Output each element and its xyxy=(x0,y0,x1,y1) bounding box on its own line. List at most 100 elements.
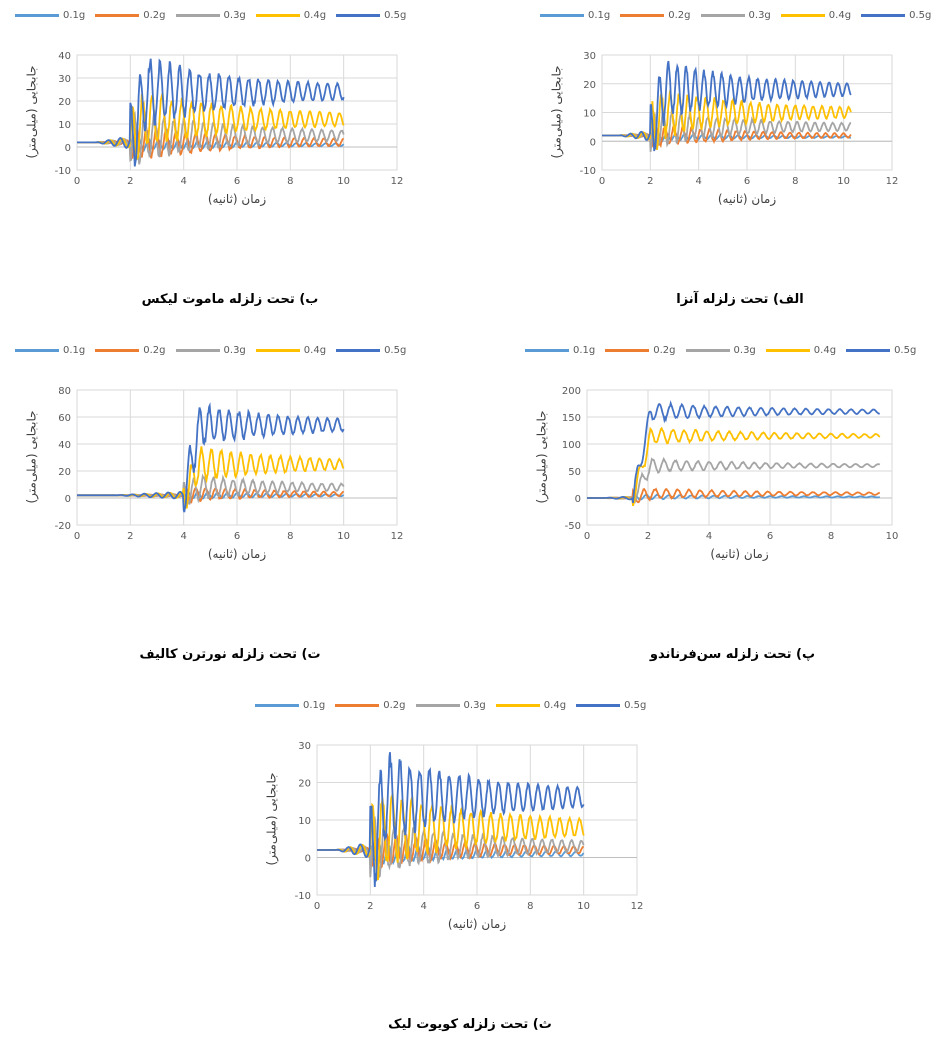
legend-label: 0.2g xyxy=(383,700,406,711)
legend-label: 0.1g xyxy=(63,345,86,356)
y-tick-label: 10 xyxy=(58,120,71,131)
legend-item: 0.5g xyxy=(336,345,406,356)
legend-swatch xyxy=(336,349,381,352)
x-tick-label: 12 xyxy=(886,176,899,187)
legend-label: 0.2g xyxy=(668,10,691,21)
series-line-0.4g xyxy=(587,426,881,507)
series-line-0.2g xyxy=(77,123,344,161)
legend-swatch xyxy=(605,349,650,352)
legend-item: 0.5g xyxy=(846,345,916,356)
x-tick-label: 4 xyxy=(180,176,186,187)
series-line-0.2g xyxy=(587,487,881,504)
legend-label: 0.4g xyxy=(303,345,327,356)
legend-label: 0.3g xyxy=(748,10,771,21)
series-line-0.3g xyxy=(317,815,585,879)
legend-label: 0.5g xyxy=(384,345,407,356)
series-line-0.3g xyxy=(77,110,345,165)
legend-item: 0.1g xyxy=(540,10,610,21)
legend-item: 0.1g xyxy=(255,700,325,711)
legend-swatch xyxy=(335,704,380,707)
y-tick-label: 150 xyxy=(562,413,581,424)
legend-label: 0.1g xyxy=(63,10,86,21)
legend-item: 0.1g xyxy=(15,345,85,356)
x-tick-label: 2 xyxy=(367,901,373,912)
legend-swatch xyxy=(576,704,621,707)
legend-swatch xyxy=(255,704,299,707)
x-tick-label: 8 xyxy=(287,531,293,542)
chart-panel-mammoth-lakes: 0.1g 0.2g 0.3g 0.4g 0.5g 0 2 4 6 8 10 12 -10 0 10 20 30 4… xyxy=(15,10,445,320)
y-axis-label: جابجایی (میلی‌متر) xyxy=(24,64,39,159)
x-tick-label: 8 xyxy=(792,176,798,187)
x-tick-label: 6 xyxy=(234,531,240,542)
x-tick-label: 8 xyxy=(527,901,533,912)
x-tick-label: 4 xyxy=(706,531,712,542)
x-tick-label: 10 xyxy=(837,176,850,187)
series-line-0.4g xyxy=(602,90,852,150)
legend-swatch xyxy=(95,14,140,17)
chart-legend: 0.1g 0.2g 0.3g 0.4g 0.5g xyxy=(255,700,646,711)
legend-swatch xyxy=(15,14,59,17)
legend-item: 0.5g xyxy=(861,10,931,21)
legend-item: 0.4g xyxy=(255,10,326,21)
legend-item: 0.2g xyxy=(95,345,166,356)
y-axis-label: جابجایی (میلی‌متر) xyxy=(24,409,39,504)
x-tick-label: 0 xyxy=(74,176,80,187)
legend-item: 0.2g xyxy=(620,10,691,21)
legend-label: 0.4g xyxy=(828,10,852,21)
series-line-0.3g xyxy=(587,456,881,504)
y-tick-label: 80 xyxy=(58,386,71,397)
y-tick-label: 10 xyxy=(298,816,311,827)
series-line-0.5g xyxy=(317,752,585,888)
y-tick-label: -10 xyxy=(55,166,71,177)
x-axis-label: زمان (ثانیه) xyxy=(207,192,267,206)
figure-caption: ت) تحت زلزله نورترن کالیف xyxy=(139,647,321,662)
y-tick-label: 20 xyxy=(58,97,71,108)
y-tick-label: 0 xyxy=(575,494,581,505)
y-tick-label: 50 xyxy=(568,467,581,478)
legend-item: 0.4g xyxy=(780,10,852,21)
x-tick-label: 12 xyxy=(391,531,404,542)
legend-swatch xyxy=(525,349,569,352)
legend-item: 0.3g xyxy=(700,10,771,21)
x-tick-label: 6 xyxy=(744,176,750,187)
legend-label: 0.1g xyxy=(573,345,596,356)
y-tick-label: 30 xyxy=(583,51,596,62)
y-axis-label: جابجایی (میلی‌متر) xyxy=(549,64,564,159)
y-tick-label: 10 xyxy=(583,109,596,120)
x-tick-label: 0 xyxy=(74,531,80,542)
series-line-0.5g xyxy=(77,402,345,513)
legend-label: 0.3g xyxy=(223,345,246,356)
legend-item: 0.4g xyxy=(255,345,327,356)
x-tick-label: 2 xyxy=(645,531,651,542)
y-axis-label: جابجایی (میلی‌متر) xyxy=(264,772,279,866)
chart-legend: 0.1g 0.2g 0.3g 0.4g 0.5g xyxy=(15,10,406,21)
x-tick-label: 4 xyxy=(180,531,186,542)
legend-item: 0.1g xyxy=(525,345,595,356)
y-tick-label: 40 xyxy=(58,51,71,62)
legend-label: 0.5g xyxy=(909,10,932,21)
legend-swatch xyxy=(540,14,584,17)
legend-label: 0.5g xyxy=(384,10,407,21)
chart-legend: 0.1g 0.2g 0.3g 0.4g 0.5g xyxy=(525,345,916,356)
legend-label: 0.3g xyxy=(733,345,756,356)
figure-caption: ث) تحت زلزله کویوت لیک xyxy=(388,1017,552,1032)
y-tick-label: -50 xyxy=(565,521,581,532)
legend-item: 0.4g xyxy=(495,700,566,711)
legend-item: 0.2g xyxy=(335,700,406,711)
figure-caption: الف) تحت زلزله آنزا xyxy=(676,292,804,307)
chart-panel-northern-calif: 0.1g 0.2g 0.3g 0.4g 0.5g 0 2 4 6 8 10 12 -20 0 20 40 60 8… xyxy=(15,345,445,675)
legend-item: 0.1g xyxy=(15,10,85,21)
legend-item: 0.3g xyxy=(685,345,756,356)
legend-swatch xyxy=(175,349,220,352)
legend-label: 0.1g xyxy=(588,10,611,21)
y-tick-label: 40 xyxy=(58,440,71,451)
x-tick-label: 12 xyxy=(631,901,644,912)
legend-item: 0.5g xyxy=(576,700,646,711)
y-tick-label: -10 xyxy=(580,166,596,177)
legend-label: 0.1g xyxy=(303,700,326,711)
x-tick-label: 0 xyxy=(584,531,590,542)
legend-swatch xyxy=(336,14,381,17)
x-tick-label: 8 xyxy=(287,176,293,187)
legend-swatch xyxy=(415,704,460,707)
legend-label: 0.5g xyxy=(894,345,917,356)
